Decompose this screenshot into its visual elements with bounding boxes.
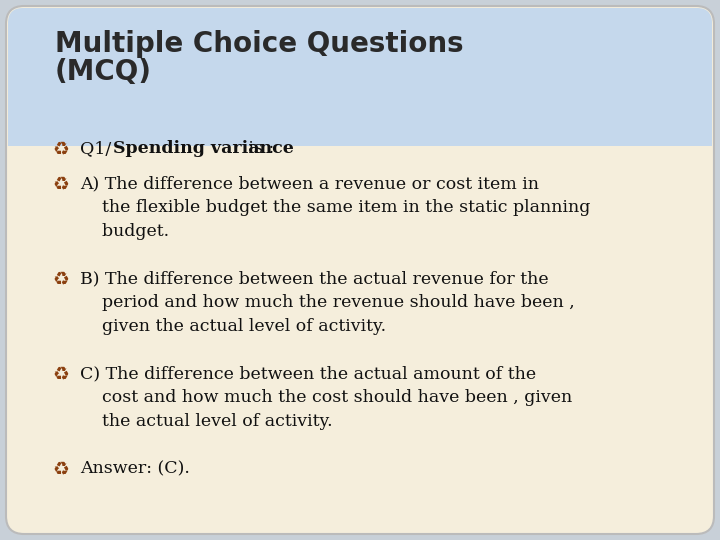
Bar xyxy=(8,84,712,146)
Text: Q1/: Q1/ xyxy=(80,140,117,157)
FancyBboxPatch shape xyxy=(8,8,712,146)
Text: Spending variance: Spending variance xyxy=(113,140,294,157)
Text: ♻: ♻ xyxy=(52,270,68,289)
Text: A) The difference between a revenue or cost item in
    the flexible budget the : A) The difference between a revenue or c… xyxy=(80,175,590,240)
Text: ♻: ♻ xyxy=(52,140,68,159)
Text: Answer: (C).: Answer: (C). xyxy=(80,460,190,477)
Text: ♻: ♻ xyxy=(52,175,68,194)
Text: Multiple Choice Questions: Multiple Choice Questions xyxy=(55,30,464,58)
FancyBboxPatch shape xyxy=(6,6,714,534)
Text: ♻: ♻ xyxy=(52,460,68,479)
Text: (MCQ): (MCQ) xyxy=(55,58,152,86)
Text: C) The difference between the actual amount of the
    cost and how much the cos: C) The difference between the actual amo… xyxy=(80,365,572,430)
Text: B) The difference between the actual revenue for the
    period and how much the: B) The difference between the actual rev… xyxy=(80,270,575,335)
Text: is :: is : xyxy=(243,140,274,157)
Text: ♻: ♻ xyxy=(52,365,68,384)
